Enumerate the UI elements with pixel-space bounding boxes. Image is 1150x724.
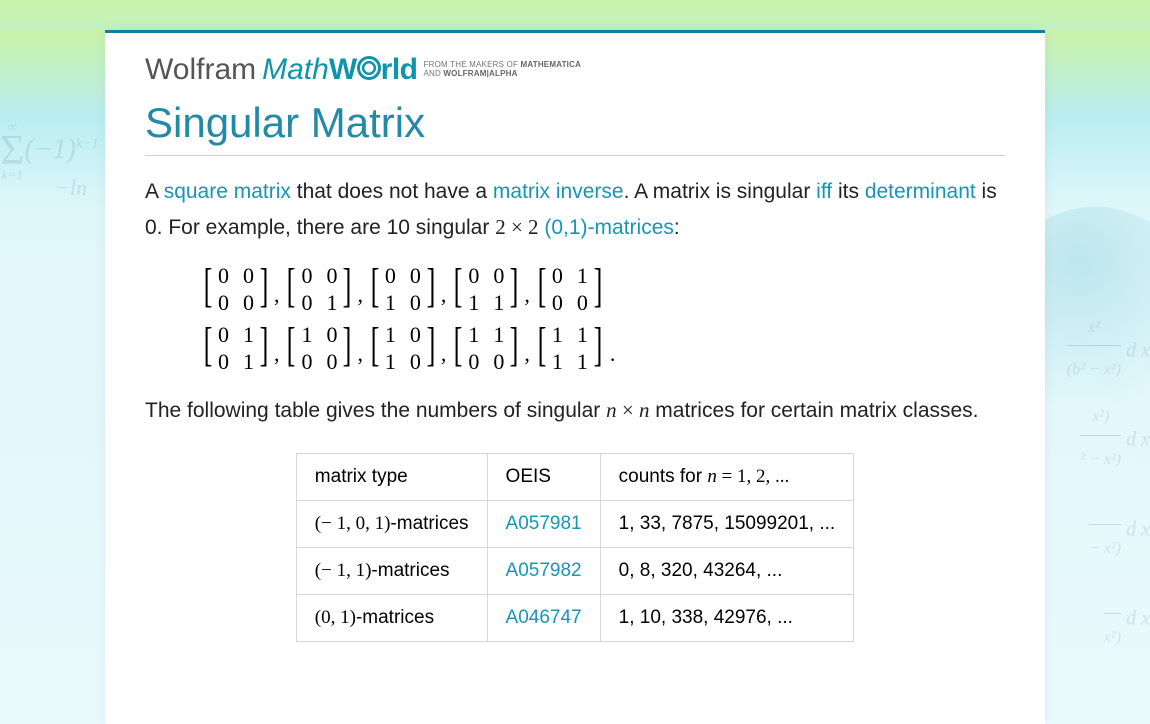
counts-table: matrix type OEIS counts for n = 1, 2, ..…	[296, 453, 854, 642]
oeis-link[interactable]: A057981	[506, 513, 582, 534]
matrix: [0000]	[200, 263, 272, 316]
link-determinant[interactable]: determinant	[865, 180, 976, 203]
bg-deco-ln: −ln	[55, 175, 87, 201]
col-matrix-type: matrix type	[296, 453, 487, 500]
cell-matrix-type: (0, 1)-matrices	[296, 594, 487, 641]
matrix: [0101]	[200, 322, 272, 375]
table-header-row: matrix type OEIS counts for n = 1, 2, ..…	[296, 453, 853, 500]
table-row: (− 1, 1)-matrices A057982 0, 8, 320, 43264…	[296, 547, 853, 594]
cell-oeis: A057982	[487, 547, 600, 594]
cell-matrix-type: (− 1, 0, 1)-matrices	[296, 500, 487, 547]
matrix: [1111]	[534, 322, 606, 375]
cell-counts: 1, 10, 338, 42976, ...	[600, 594, 854, 641]
col-oeis: OEIS	[487, 453, 600, 500]
oeis-link[interactable]: A046747	[506, 607, 582, 628]
table-intro-paragraph: The following table gives the numbers of…	[145, 393, 1005, 429]
logo-tagline: FROM THE MAKERS OF MATHEMATICA AND WOLFR…	[424, 61, 582, 79]
col-counts: counts for n = 1, 2, ...	[600, 453, 854, 500]
cell-matrix-type: (− 1, 1)-matrices	[296, 547, 487, 594]
bg-deco-sigma: ∞ Σ k=1 (−1)k−1	[0, 120, 99, 183]
cell-counts: 1, 33, 7875, 15099201, ...	[600, 500, 854, 547]
matrix: [0011]	[450, 263, 522, 316]
cell-oeis: A057981	[487, 500, 600, 547]
matrix: [0010]	[367, 263, 439, 316]
table-row: (0, 1)-matrices A046747 1, 10, 338, 42976,…	[296, 594, 853, 641]
page-title: Singular Matrix	[145, 99, 1005, 156]
logo-text-math: Math	[262, 53, 329, 86]
logo-text-wolfram: Wolfram	[145, 53, 256, 87]
intro-paragraph: A square matrix that does not have a mat…	[145, 174, 1005, 245]
site-logo[interactable]: Wolfram MathWrld FROM THE MAKERS OF MATH…	[145, 53, 1005, 87]
article-card: Wolfram MathWrld FROM THE MAKERS OF MATH…	[105, 30, 1045, 724]
matrix: [1000]	[283, 322, 355, 375]
matrix: [1010]	[367, 322, 439, 375]
link-iff[interactable]: iff	[816, 180, 832, 203]
matrix: [1100]	[450, 322, 522, 375]
matrix: [0001]	[283, 263, 355, 316]
logo-globe-icon	[357, 56, 381, 80]
math-2x2: 2 × 2	[495, 215, 538, 239]
oeis-link[interactable]: A057982	[506, 560, 582, 581]
link-square-matrix[interactable]: square matrix	[164, 180, 291, 203]
cell-oeis: A046747	[487, 594, 600, 641]
cell-counts: 0, 8, 320, 43264, ...	[600, 547, 854, 594]
matrices-display: [0000],[0001],[0010],[0011],[0100] [0101…	[200, 263, 1005, 375]
link-01-matrices[interactable]: (0,1)-matrices	[544, 216, 674, 239]
table-row: (− 1, 0, 1)-matrices A057981 1, 33, 7875, …	[296, 500, 853, 547]
bg-deco-integrals: x²(b² − x²) d xx²)² − x²) d x − x²) d x …	[1067, 310, 1150, 668]
link-matrix-inverse[interactable]: matrix inverse	[493, 180, 624, 203]
matrix: [0100]	[534, 263, 606, 316]
